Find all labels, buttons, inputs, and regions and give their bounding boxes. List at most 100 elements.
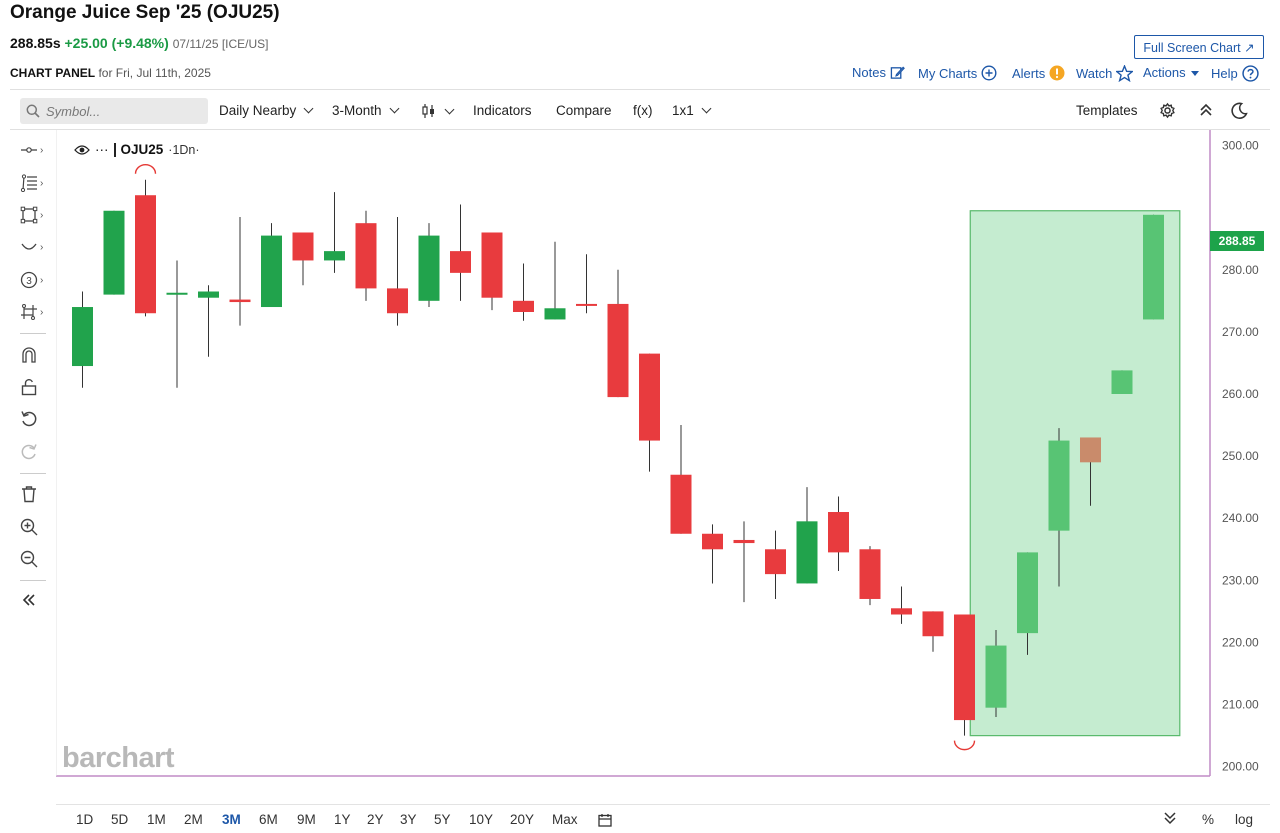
fib-tool-button[interactable]: › xyxy=(20,172,46,194)
range-3y[interactable]: 3Y xyxy=(400,812,417,827)
actions-menu[interactable]: Actions xyxy=(1143,65,1200,80)
elliott-wave-button[interactable]: 3 › xyxy=(20,269,46,291)
candle[interactable] xyxy=(985,630,1007,717)
eye-icon[interactable] xyxy=(74,144,90,156)
line-tool-icon xyxy=(21,147,37,153)
range-2y[interactable]: 2Y xyxy=(367,812,384,827)
zoom-in-button[interactable] xyxy=(20,516,46,538)
full-screen-chart-button[interactable]: Full Screen Chart ↗ xyxy=(1134,35,1264,59)
candle[interactable] xyxy=(324,192,345,273)
measure-tool-button[interactable]: › xyxy=(20,301,46,323)
log-scale-toggle[interactable]: log xyxy=(1235,812,1254,827)
magnet-button[interactable] xyxy=(20,344,46,366)
line-tool-button[interactable]: › xyxy=(20,139,46,161)
alerts-link[interactable]: Alerts xyxy=(1012,65,1065,81)
y-tick-label: 240.00 xyxy=(1222,511,1259,525)
candle[interactable] xyxy=(1080,437,1101,506)
range-20y[interactable]: 20Y xyxy=(510,812,535,827)
candle[interactable] xyxy=(765,530,786,599)
collapse-header-button[interactable] xyxy=(1199,102,1213,118)
range-3m[interactable]: 3M xyxy=(222,812,241,827)
daily-nearby-dropdown[interactable]: Daily Nearby xyxy=(219,103,314,118)
period-dropdown[interactable]: 3-Month xyxy=(332,103,399,118)
candle[interactable] xyxy=(954,614,975,736)
notes-link[interactable]: Notes xyxy=(852,65,905,80)
layout-dropdown[interactable]: 1x1 xyxy=(672,103,712,118)
candle[interactable] xyxy=(261,223,282,308)
candle[interactable] xyxy=(198,285,219,357)
fx-button[interactable]: f(x) xyxy=(633,103,653,118)
range-2m[interactable]: 2M xyxy=(184,812,203,827)
candle[interactable] xyxy=(1017,552,1038,655)
templates-button[interactable]: Templates xyxy=(1076,103,1138,118)
candle[interactable] xyxy=(891,586,912,624)
candle[interactable] xyxy=(481,232,503,311)
shape-tool-button[interactable]: › xyxy=(20,204,46,226)
candle[interactable] xyxy=(670,425,692,534)
candle[interactable] xyxy=(450,204,471,301)
help-link[interactable]: Help xyxy=(1211,65,1259,82)
candle[interactable] xyxy=(1143,214,1164,320)
indicators-button[interactable]: Indicators xyxy=(473,103,532,118)
candle[interactable] xyxy=(544,241,566,320)
range-1d[interactable]: 1D xyxy=(76,812,94,827)
dark-mode-toggle[interactable] xyxy=(1231,102,1248,119)
range-10y[interactable]: 10Y xyxy=(469,812,494,827)
candle[interactable] xyxy=(418,223,440,308)
compare-label: Compare xyxy=(556,103,612,118)
candle-body xyxy=(450,251,471,273)
candle[interactable] xyxy=(796,487,818,584)
candle[interactable] xyxy=(387,216,408,326)
candle[interactable] xyxy=(733,521,755,603)
candle[interactable] xyxy=(229,216,251,326)
candle[interactable] xyxy=(859,546,881,606)
range-9m[interactable]: 9M xyxy=(297,812,316,827)
redo-button[interactable] xyxy=(20,441,46,463)
candle-body xyxy=(1111,370,1133,394)
calendar-icon[interactable] xyxy=(598,813,612,827)
range-6m[interactable]: 6M xyxy=(259,812,278,827)
range-5d[interactable]: 5D xyxy=(111,812,129,827)
compare-button[interactable]: Compare xyxy=(556,103,612,118)
candle[interactable] xyxy=(639,353,660,472)
range-max[interactable]: Max xyxy=(552,812,578,827)
percent-scale-toggle[interactable]: % xyxy=(1202,812,1215,827)
candle[interactable] xyxy=(135,179,156,317)
candle[interactable] xyxy=(1111,370,1133,394)
collapse-sidebar-button[interactable] xyxy=(20,589,46,611)
range-5y[interactable]: 5Y xyxy=(434,812,451,827)
candle[interactable] xyxy=(72,291,93,388)
candle-body xyxy=(702,533,723,550)
candle[interactable] xyxy=(103,210,125,295)
settings-button[interactable] xyxy=(1159,102,1176,119)
range-1m[interactable]: 1M xyxy=(147,812,166,827)
candle[interactable] xyxy=(576,254,597,314)
candle[interactable] xyxy=(1048,428,1070,587)
curve-tool-button[interactable]: › xyxy=(20,236,46,258)
watch-link[interactable]: Watch xyxy=(1076,65,1134,82)
delete-button[interactable] xyxy=(20,483,46,505)
candle[interactable] xyxy=(828,496,849,572)
barchart-watermark: barchart xyxy=(62,742,175,774)
range-1y[interactable]: 1Y xyxy=(334,812,351,827)
chart-canvas[interactable]: 300.00 280.00 270.00 260.00 250.00 240.00 230.… xyxy=(56,130,1280,780)
more-options-icon[interactable]: ··· xyxy=(95,142,109,157)
zoom-out-button[interactable] xyxy=(20,548,46,570)
drawing-tools-sidebar: › › › › 3 › › xyxy=(0,130,56,780)
chart-legend[interactable]: ··· OJU25 ·1Dn· xyxy=(74,142,200,157)
toolbar-divider xyxy=(10,129,1270,130)
candle[interactable] xyxy=(702,524,723,584)
symbol-search-input[interactable]: Symbol... xyxy=(20,98,208,124)
price-chart[interactable]: 300.00 280.00 270.00 260.00 250.00 240.00 230.… xyxy=(56,130,1280,780)
expand-down-button[interactable] xyxy=(1164,811,1176,830)
candle[interactable] xyxy=(513,263,534,321)
candle[interactable] xyxy=(355,210,377,301)
my-charts-link[interactable]: My Charts xyxy=(918,65,997,81)
candle[interactable] xyxy=(292,232,314,286)
candle[interactable] xyxy=(166,260,188,388)
candle[interactable] xyxy=(922,611,944,652)
candle[interactable] xyxy=(607,269,629,398)
undo-button[interactable] xyxy=(20,408,46,430)
chart-type-dropdown[interactable] xyxy=(421,103,455,119)
lock-button[interactable] xyxy=(20,376,46,398)
